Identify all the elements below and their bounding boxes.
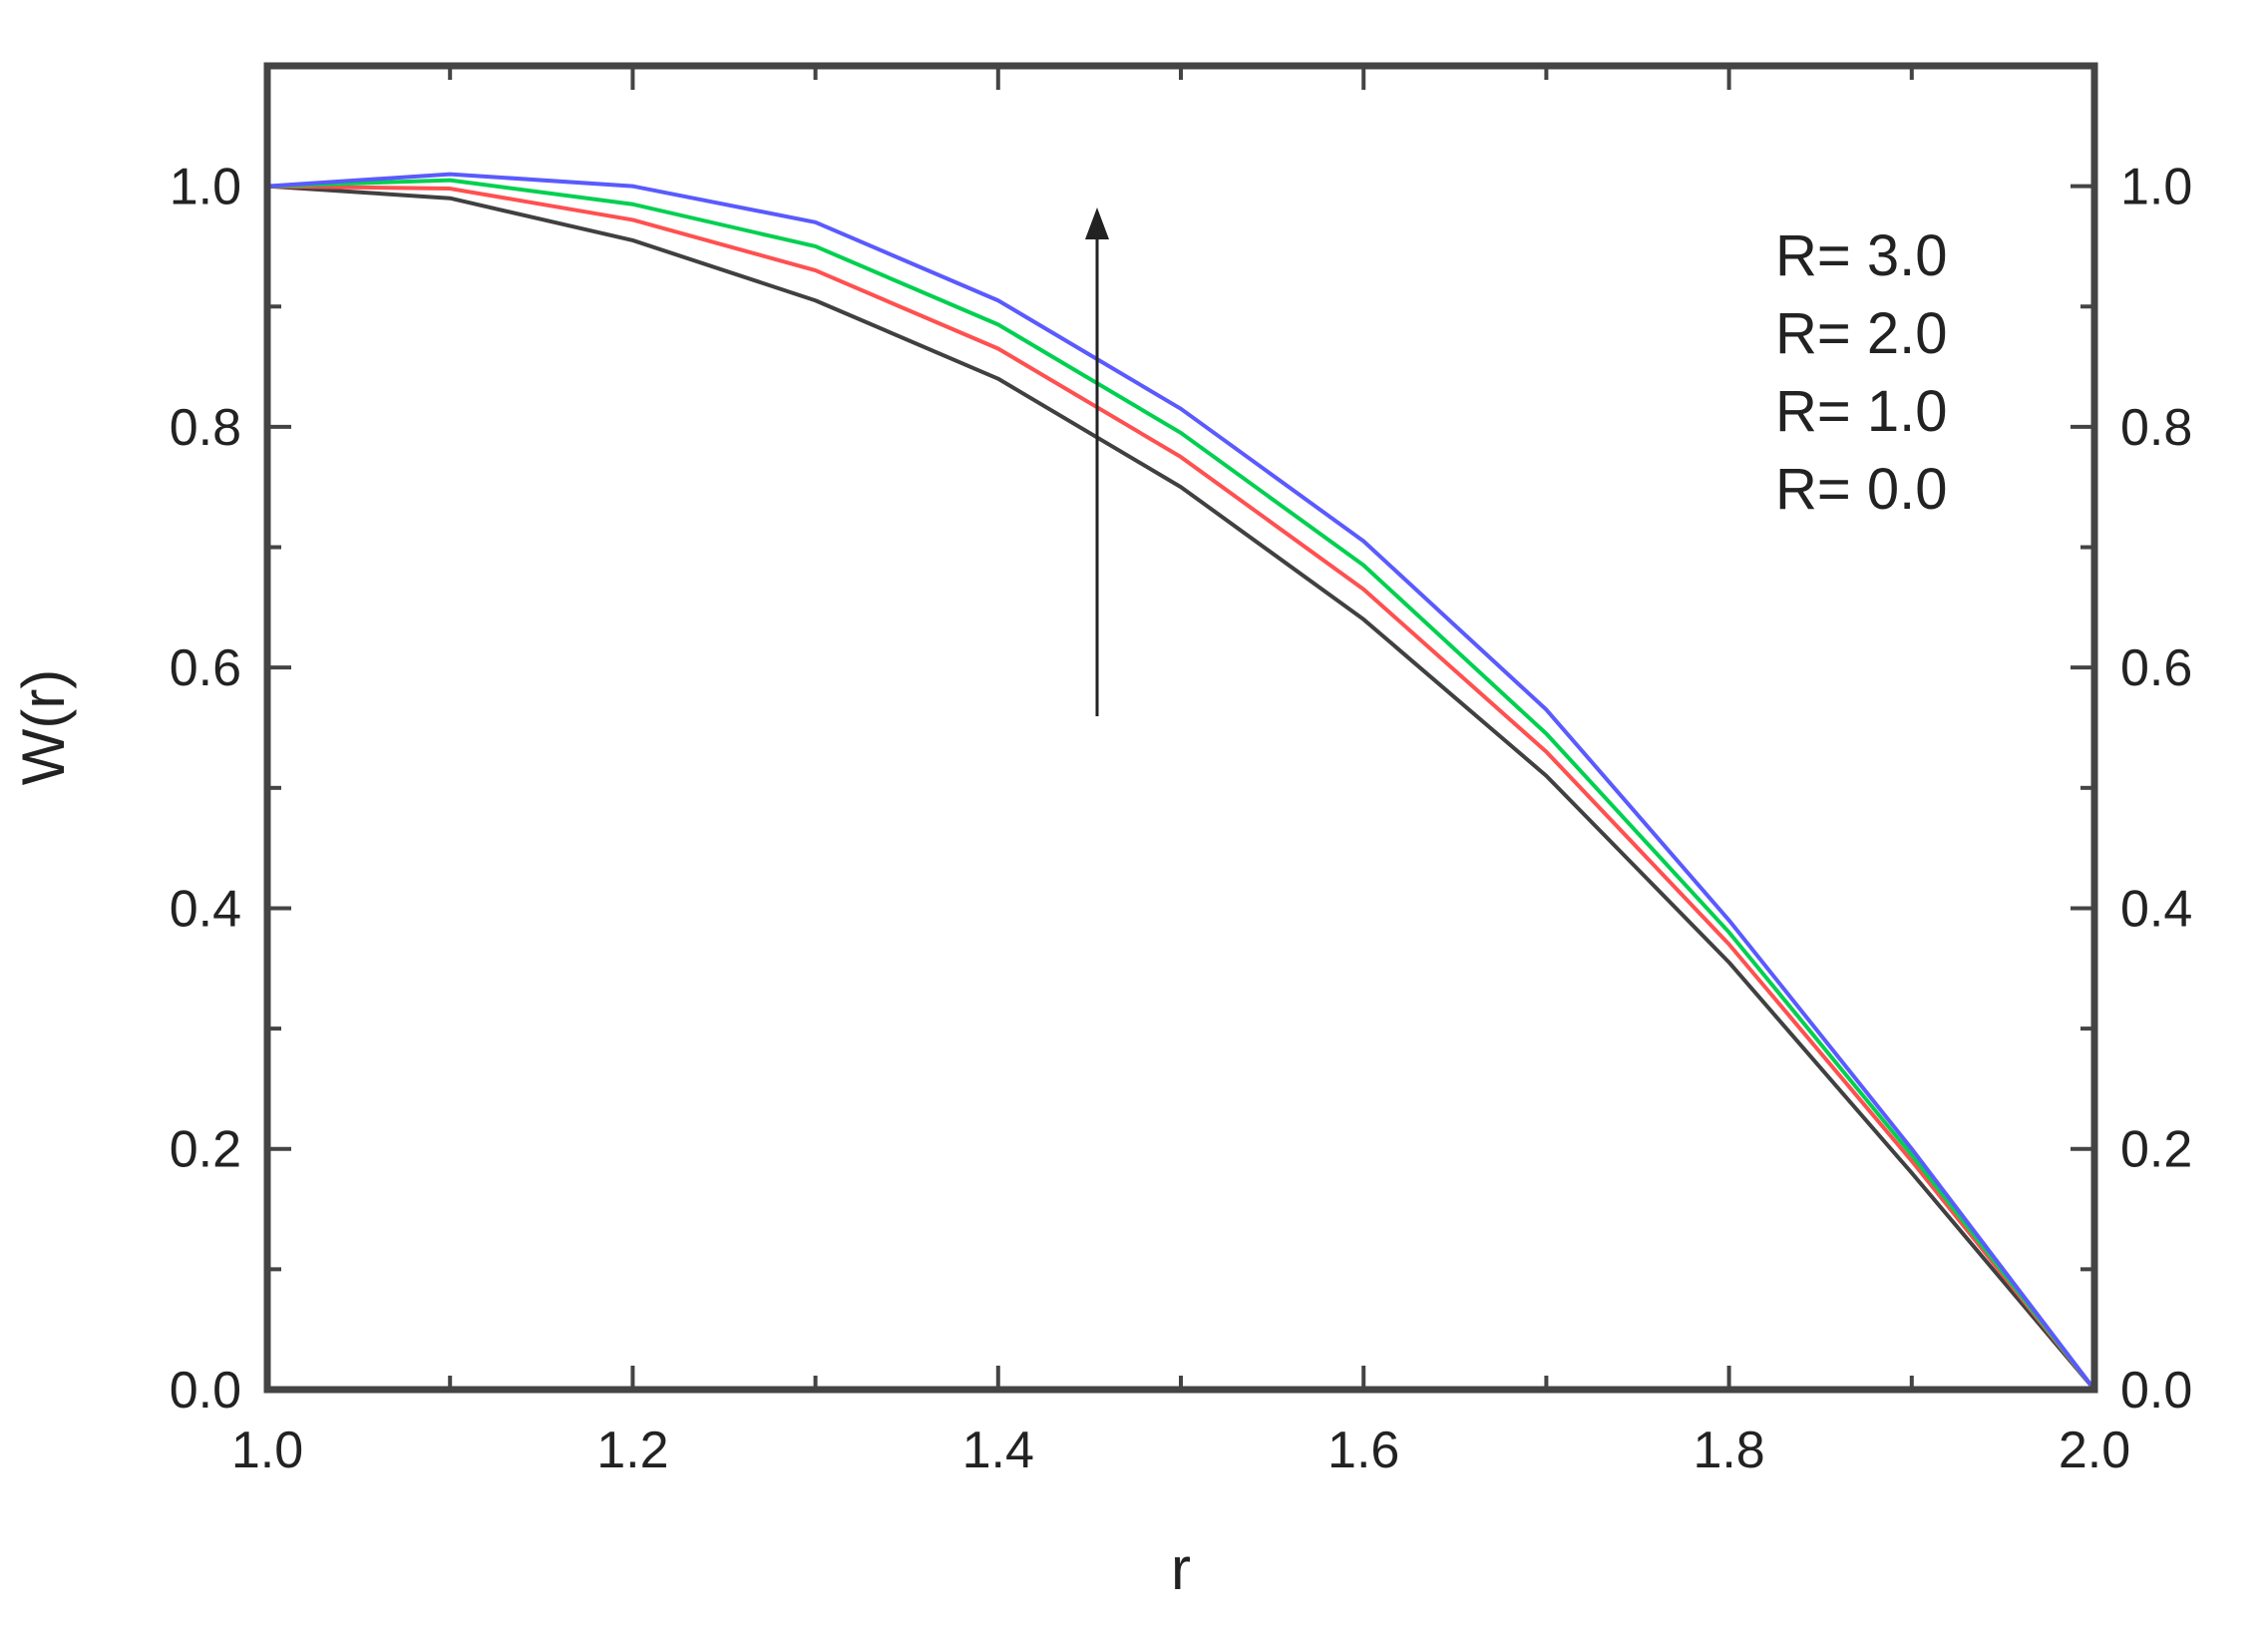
y-tick-label-left: 0.2 [170, 1121, 241, 1179]
y-tick-label-left: 0.4 [170, 880, 241, 938]
x-tick-label: 2.0 [2059, 1422, 2130, 1479]
x-tick-label: 1.8 [1693, 1422, 1764, 1479]
x-tick-label: 1.2 [596, 1422, 668, 1479]
y-axis-left: 0.0 0.2 0.4 0.6 0.8 1.0 [170, 159, 291, 1420]
y-tick-label-left: 1.0 [170, 159, 241, 216]
y-tick-label-right: 0.8 [2120, 399, 2192, 457]
x-tick-label: 1.6 [1327, 1422, 1399, 1479]
series-line [266, 184, 2096, 1392]
y-axis-title: W(r) [10, 669, 77, 786]
y-tick-label-left: 0.6 [170, 639, 241, 697]
trend-arrow-head [1085, 207, 1109, 239]
x-tick-label: 1.0 [231, 1422, 303, 1479]
legend-entry: R= 3.0 [1775, 223, 1948, 288]
x-tick-label: 1.4 [962, 1422, 1034, 1479]
legend-entry: R= 2.0 [1775, 301, 1948, 366]
series-line [266, 178, 2096, 1392]
y-tick-label-right: 1.0 [2120, 159, 2192, 216]
y-tick-label-left: 0.8 [170, 399, 241, 457]
y-tick-label-right: 0.4 [2120, 880, 2192, 938]
y-tick-label-right: 0.2 [2120, 1121, 2192, 1179]
x-axis-title: r [1171, 1535, 1191, 1602]
plot-lines [266, 172, 2096, 1392]
y-axis-right: 0.0 0.2 0.4 0.6 0.8 1.0 [2071, 159, 2192, 1420]
legend: R= 3.0 R= 2.0 R= 1.0 R= 0.0 [1775, 223, 1948, 522]
y-tick-label-right: 0.6 [2120, 639, 2192, 697]
plot-frame [263, 62, 2098, 1394]
series-line [266, 184, 2096, 1392]
y-tick-label-left: 0.0 [170, 1362, 241, 1420]
legend-entry: R= 0.0 [1775, 457, 1948, 522]
series-line [266, 172, 2096, 1392]
legend-entry: R= 1.0 [1775, 379, 1948, 444]
y-tick-label-right: 0.0 [2120, 1362, 2192, 1420]
x-axis: 1.0 1.2 1.4 1.6 1.8 2.0 [231, 66, 2130, 1479]
trend-arrow [1085, 207, 1109, 716]
